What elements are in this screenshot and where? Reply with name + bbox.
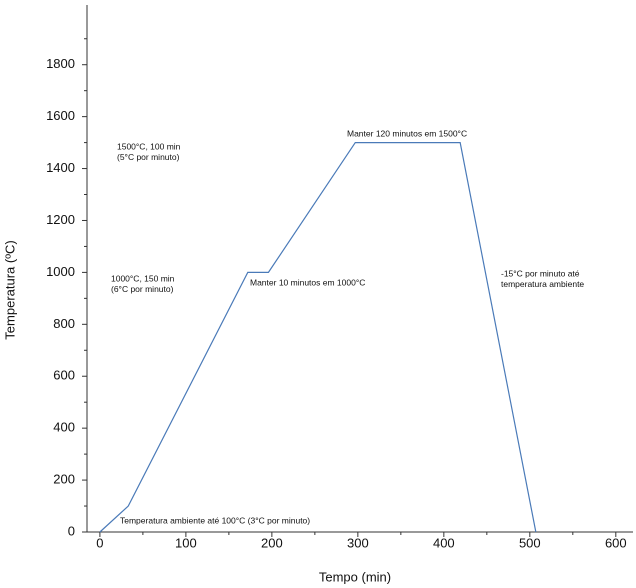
y-tick-label: 1800 <box>46 56 75 71</box>
y-tick-label: 1400 <box>46 160 75 175</box>
y-tick-label: 600 <box>53 368 75 383</box>
data-line <box>99 141 537 533</box>
x-tick-label: 500 <box>519 535 541 550</box>
y-tick-label: 400 <box>53 420 75 435</box>
x-tick-label: 600 <box>605 535 627 550</box>
annotation: Temperatura ambiente até 100°C (3°C por … <box>120 515 310 525</box>
y-tick-label: 200 <box>53 472 75 487</box>
x-tick-label: 400 <box>433 535 455 550</box>
annotation: Manter 120 minutos em 1500°C <box>347 128 467 138</box>
y-tick-label: 1200 <box>46 212 75 227</box>
annotation: 1500°C, 100 min <box>117 141 181 151</box>
x-tick-label: 0 <box>96 535 103 550</box>
y-tick-label: 1000 <box>46 264 75 279</box>
annotation: 1000°C, 150 min <box>111 273 175 283</box>
annotation: (6°C por minuto) <box>111 284 174 294</box>
x-axis-label: Tempo (min) <box>319 569 391 584</box>
annotation: Manter 10 minutos em 1000°C <box>250 277 365 287</box>
annotation: -15°C por minuto até <box>501 268 580 278</box>
y-tick-label: 0 <box>68 523 75 538</box>
x-tick-label: 100 <box>175 535 197 550</box>
y-tick-label: 800 <box>53 316 75 331</box>
annotation: temperatura ambiente <box>501 279 584 289</box>
x-tick-label: 300 <box>347 535 369 550</box>
y-tick-label: 1600 <box>46 108 75 123</box>
annotation: (5°C por minuto) <box>117 152 180 162</box>
y-axis-label: Temperatura (ºC) <box>2 240 17 339</box>
x-tick-label: 200 <box>261 535 283 550</box>
